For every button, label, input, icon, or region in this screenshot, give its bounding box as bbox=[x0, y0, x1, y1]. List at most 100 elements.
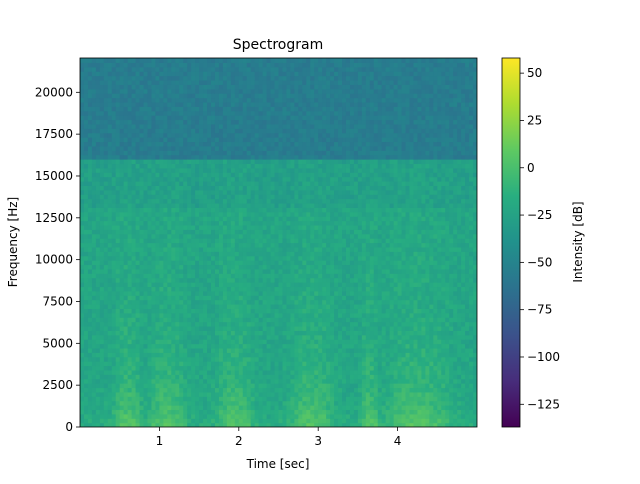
heatmap-cell bbox=[246, 110, 252, 116]
heatmap-cell bbox=[310, 145, 315, 151]
heatmap-cell bbox=[163, 330, 168, 336]
heatmap-cell bbox=[286, 290, 292, 296]
heatmap-cell bbox=[262, 387, 268, 393]
heatmap-cell bbox=[222, 308, 228, 314]
heatmap-cell bbox=[143, 159, 149, 165]
heatmap-cell bbox=[123, 229, 129, 235]
heatmap-cell bbox=[246, 418, 252, 424]
heatmap-cell bbox=[310, 396, 315, 402]
heatmap-cell bbox=[250, 369, 256, 375]
heatmap-cell bbox=[254, 260, 260, 266]
heatmap-cell bbox=[119, 264, 125, 270]
heatmap-cell bbox=[226, 150, 232, 156]
heatmap-cell bbox=[191, 339, 196, 345]
heatmap-cell bbox=[115, 132, 121, 138]
heatmap-cell bbox=[203, 238, 208, 244]
heatmap-cell bbox=[238, 58, 244, 63]
heatmap-cell bbox=[139, 325, 145, 331]
heatmap-cell bbox=[167, 290, 172, 296]
heatmap-cell bbox=[107, 255, 113, 261]
heatmap-cell bbox=[199, 361, 204, 367]
heatmap-cell bbox=[91, 202, 97, 208]
heatmap-cell bbox=[163, 154, 168, 160]
heatmap-cell bbox=[91, 172, 97, 178]
heatmap-cell bbox=[203, 374, 208, 380]
heatmap-cell bbox=[191, 286, 196, 292]
heatmap-cell bbox=[222, 334, 228, 340]
heatmap-cell bbox=[306, 202, 311, 208]
heatmap-cell bbox=[242, 97, 248, 103]
heatmap-cell bbox=[222, 141, 228, 147]
heatmap-cell bbox=[262, 194, 268, 200]
heatmap-cell bbox=[91, 167, 97, 173]
heatmap-cell bbox=[123, 347, 129, 353]
heatmap-cell bbox=[203, 268, 208, 274]
heatmap-cell bbox=[139, 163, 145, 169]
heatmap-cell bbox=[218, 58, 224, 63]
heatmap-cell bbox=[314, 317, 319, 323]
heatmap-cell bbox=[127, 290, 133, 296]
heatmap-cell bbox=[99, 233, 105, 239]
heatmap-cell bbox=[139, 58, 145, 63]
heatmap-cell bbox=[147, 387, 153, 393]
heatmap-cell bbox=[87, 347, 93, 353]
heatmap-cell bbox=[183, 391, 188, 397]
heatmap-cell bbox=[91, 238, 97, 244]
heatmap-cell bbox=[254, 154, 260, 160]
heatmap-cell bbox=[246, 255, 252, 261]
heatmap-cell bbox=[214, 79, 220, 85]
heatmap-cell bbox=[115, 115, 121, 121]
heatmap-cell bbox=[159, 123, 164, 129]
heatmap-cell bbox=[95, 273, 101, 279]
heatmap-cell bbox=[83, 145, 89, 151]
heatmap-cell bbox=[87, 233, 93, 239]
heatmap-cell bbox=[80, 141, 85, 147]
heatmap-cell bbox=[230, 141, 236, 147]
heatmap-cell bbox=[262, 110, 268, 116]
heatmap-cell bbox=[163, 123, 168, 129]
heatmap-cell bbox=[218, 172, 224, 178]
heatmap-cell bbox=[246, 361, 252, 367]
heatmap-cell bbox=[179, 101, 184, 107]
heatmap-cell bbox=[274, 66, 280, 72]
heatmap-cell bbox=[135, 181, 141, 186]
heatmap-cell bbox=[294, 224, 299, 230]
heatmap-cell bbox=[262, 418, 268, 424]
heatmap-cell bbox=[207, 93, 212, 99]
heatmap-cell bbox=[207, 150, 212, 156]
heatmap-cell bbox=[147, 325, 153, 331]
heatmap-cell bbox=[306, 220, 311, 226]
heatmap-cell bbox=[199, 172, 204, 178]
heatmap-cell bbox=[163, 84, 168, 90]
heatmap-cell bbox=[258, 189, 264, 195]
heatmap-cell bbox=[274, 242, 280, 248]
heatmap-cell bbox=[294, 84, 299, 90]
heatmap-cell bbox=[270, 312, 276, 318]
heatmap-cell bbox=[159, 154, 164, 160]
heatmap-cell bbox=[143, 97, 149, 103]
heatmap-cell bbox=[119, 339, 125, 345]
heatmap-cell bbox=[183, 93, 188, 99]
heatmap-cell bbox=[155, 422, 160, 427]
heatmap-cell bbox=[270, 79, 276, 85]
heatmap-cell bbox=[211, 361, 216, 367]
heatmap-cell bbox=[191, 383, 196, 389]
heatmap-cell bbox=[226, 391, 232, 397]
heatmap-cell bbox=[242, 312, 248, 318]
heatmap-cell bbox=[147, 154, 153, 160]
heatmap-cell bbox=[151, 137, 157, 143]
heatmap-cell bbox=[310, 101, 315, 107]
heatmap-cell bbox=[242, 378, 248, 384]
heatmap-cell bbox=[187, 264, 192, 270]
heatmap-cell bbox=[230, 396, 236, 402]
heatmap-cell bbox=[298, 238, 303, 244]
heatmap-cell bbox=[230, 62, 236, 68]
heatmap-cell bbox=[282, 413, 288, 419]
heatmap-cell bbox=[238, 216, 244, 222]
heatmap-cell bbox=[159, 295, 164, 301]
heatmap-cell bbox=[294, 396, 299, 402]
heatmap-cell bbox=[207, 224, 212, 230]
heatmap-cell bbox=[127, 361, 133, 367]
heatmap-cell bbox=[262, 88, 268, 94]
heatmap-cell bbox=[211, 97, 216, 103]
